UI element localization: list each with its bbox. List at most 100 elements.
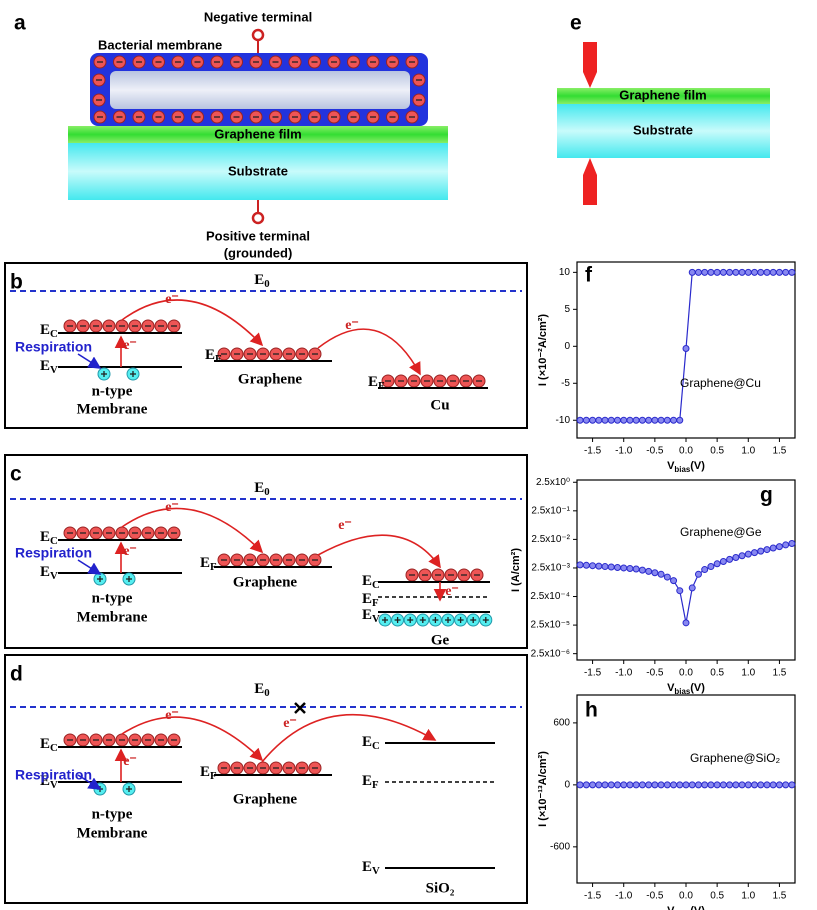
x-tick-label: 0.5 xyxy=(710,891,724,902)
data-point xyxy=(789,269,795,275)
data-point xyxy=(727,782,733,788)
data-point xyxy=(789,540,795,546)
arrow xyxy=(318,535,440,567)
electron-2: e⁻ xyxy=(123,754,137,769)
subscript: F xyxy=(372,597,379,609)
data-point xyxy=(770,545,776,551)
respiration: Respiration xyxy=(15,339,92,355)
data-point xyxy=(733,555,739,561)
subscript: V xyxy=(372,865,380,877)
data-point xyxy=(683,782,689,788)
electron-2: e⁻ xyxy=(123,338,137,353)
data-point xyxy=(621,565,627,571)
data-point xyxy=(758,782,764,788)
annotation: Graphene@SiO₂ xyxy=(690,751,781,765)
electron-2: e⁻ xyxy=(123,544,137,559)
ev: EV xyxy=(40,358,58,376)
y-axis-label: I (×10⁻²A/cm²) xyxy=(537,314,549,386)
x-tick-label: -0.5 xyxy=(646,891,664,902)
data-point xyxy=(745,269,751,275)
data-point xyxy=(745,551,751,557)
data-point xyxy=(608,564,614,570)
x-tick-label: 1.5 xyxy=(772,668,786,679)
data-point xyxy=(614,417,620,423)
data-point xyxy=(776,782,782,788)
terminal xyxy=(253,213,263,223)
x-tick-label: 0.0 xyxy=(679,668,693,679)
data-point xyxy=(783,542,789,548)
label-part: E xyxy=(40,322,50,338)
data-point xyxy=(689,585,695,591)
data-point xyxy=(677,588,683,594)
membrane: Membrane xyxy=(77,401,148,417)
electron-1: e⁻ xyxy=(165,500,179,515)
x-tick-label: 0.5 xyxy=(710,446,724,457)
data-point xyxy=(727,269,733,275)
y-axis-label: I (×10⁻¹³A/cm²) xyxy=(537,751,549,827)
data-point xyxy=(627,417,633,423)
data-point xyxy=(577,562,583,568)
data-point xyxy=(702,567,708,573)
xlabel: Vbias(V) xyxy=(667,905,705,910)
label-part: E xyxy=(362,573,372,589)
data-point xyxy=(683,620,689,626)
data-point xyxy=(714,782,720,788)
pressure-arrow xyxy=(583,42,597,88)
electron-4: e⁻ xyxy=(445,584,459,599)
x-tick-label: -0.5 xyxy=(646,668,664,679)
data-point xyxy=(770,782,776,788)
data-point xyxy=(776,269,782,275)
data-point xyxy=(739,269,745,275)
data-point xyxy=(752,269,758,275)
label-part: E xyxy=(40,529,50,545)
subscript: C xyxy=(372,579,380,591)
x-tick-label: -1.0 xyxy=(615,891,633,902)
label-part: (V) xyxy=(690,905,705,910)
data-point xyxy=(608,782,614,788)
y-tick-label: 2.5x10⁻⁵ xyxy=(531,620,570,631)
subscript: F xyxy=(215,353,222,365)
data-point xyxy=(639,417,645,423)
data-point xyxy=(646,568,652,574)
data-point xyxy=(627,782,633,788)
letter: e xyxy=(570,12,582,35)
data-point xyxy=(646,782,652,788)
label-part: (V) xyxy=(690,682,705,694)
ge-ev: EV xyxy=(362,607,380,625)
figure: aNegative terminalBacterial membraneGrap… xyxy=(0,0,817,910)
membrane-type: n-type xyxy=(92,383,133,399)
data-point xyxy=(583,562,589,568)
electron-1: e⁻ xyxy=(165,708,179,723)
data-point xyxy=(695,269,701,275)
data-point xyxy=(577,417,583,423)
y-tick-label: 2.5x10⁰ xyxy=(536,477,570,488)
page: aNegative terminalBacterial membraneGrap… xyxy=(0,0,817,910)
data-point xyxy=(652,570,658,576)
data-point xyxy=(733,269,739,275)
letter: d xyxy=(10,663,23,686)
y-tick-label: 2.5x10⁻⁴ xyxy=(530,591,570,602)
data-point xyxy=(764,782,770,788)
data-point xyxy=(689,782,695,788)
data-point xyxy=(758,269,764,275)
y-tick-label: 5 xyxy=(564,304,570,315)
label-part: E xyxy=(254,480,264,496)
data-point xyxy=(733,782,739,788)
x-tick-label: 1.0 xyxy=(741,446,755,457)
data-point xyxy=(764,269,770,275)
semiconductor: Ge xyxy=(431,632,450,648)
data-point xyxy=(658,782,664,788)
data-line xyxy=(580,543,792,622)
positive-terminal: Positive terminal xyxy=(206,228,310,243)
data-point xyxy=(677,782,683,788)
x-tick-label: 1.0 xyxy=(741,668,755,679)
label-part: (V) xyxy=(690,460,705,472)
metal: Cu xyxy=(430,397,449,413)
label-part: E xyxy=(362,607,372,623)
data-point xyxy=(776,544,782,550)
data-point xyxy=(695,571,701,577)
subscript: C xyxy=(50,742,58,754)
subscript: bias xyxy=(674,465,690,474)
data-point xyxy=(739,782,745,788)
y-axis-label: I (A/cm²) xyxy=(510,548,522,592)
